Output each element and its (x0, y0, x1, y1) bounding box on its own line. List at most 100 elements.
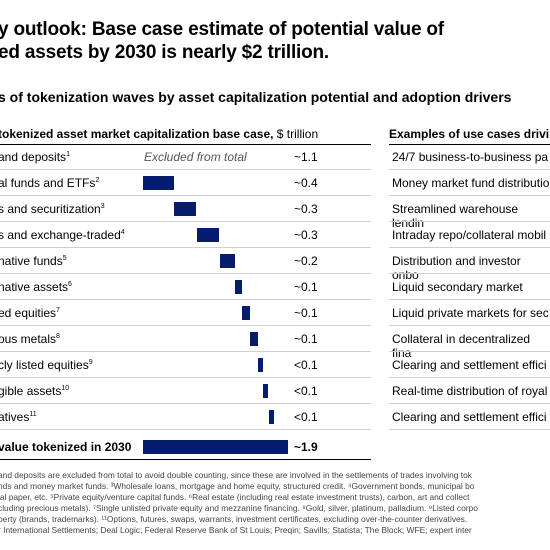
row-label-text: native assets (0, 280, 69, 294)
footnote-marker: 11 (29, 411, 37, 418)
waterfall-bar (268, 410, 274, 424)
use-case-text: Clearing and settlement effici (392, 358, 547, 372)
waterfall-bar (263, 384, 269, 398)
row-label-text: gible assets (0, 384, 62, 398)
row-divider (0, 299, 371, 300)
row-label: native assets6 (0, 280, 72, 294)
row-value-label: ~0.3 (294, 202, 318, 216)
use-case-divider (389, 273, 550, 274)
row-divider (0, 221, 371, 222)
waterfall-bar (143, 176, 174, 190)
footnote-marker: 9 (88, 359, 93, 366)
footnote-marker: 6 (68, 281, 72, 288)
row-divider (0, 403, 371, 404)
row-value-label: ~0.1 (294, 332, 318, 346)
title-line-1: y outlook: Base case estimate of potenti… (0, 19, 444, 40)
use-case-text: Collateral in decentralized fina (392, 332, 531, 360)
excluded-from-total-label: Excluded from total (144, 150, 247, 164)
row-label: s and securitization3 (0, 202, 105, 216)
row-value-label: <0.1 (294, 384, 318, 398)
row-divider (0, 273, 371, 274)
use-case-text: Distribution and investor onbo (392, 254, 521, 282)
row-value-label: <0.1 (294, 358, 318, 372)
row-label: native funds5 (0, 254, 67, 268)
footnote-line: nds and money market funds. ³Wholesale l… (0, 481, 475, 491)
row-label: cly listed equities9 (0, 358, 93, 372)
row-value-label: ~0.4 (294, 176, 318, 190)
right-column-header: Examples of use cases drivi (389, 127, 550, 141)
use-case-divider (389, 169, 550, 170)
use-case-text: Intraday repo/collateral mobil (392, 228, 547, 242)
row-divider (0, 247, 371, 248)
row-divider (0, 169, 371, 170)
use-case-divider (389, 403, 550, 404)
row-label: al funds and ETFs2 (0, 176, 99, 190)
row-label-text: and deposits (0, 150, 67, 164)
footnote-marker: 3 (100, 203, 105, 210)
total-label: value tokenized in 2030 (0, 440, 132, 454)
use-case-text: Liquid secondary market (392, 280, 523, 294)
row-label: s and exchange-traded4 (0, 228, 125, 242)
row-label-text: s and exchange-traded (0, 228, 121, 242)
use-case-divider (389, 429, 550, 430)
row-label: and deposits1 (0, 150, 70, 164)
use-case-divider (389, 195, 550, 196)
row-label-text: ous metals (0, 332, 57, 346)
footnote-line: r International Settlements; Deal Logic;… (0, 525, 472, 535)
waterfall-bar (242, 306, 251, 320)
row-divider (0, 377, 371, 378)
use-case-divider (389, 299, 550, 300)
footnote-line: and deposits are excluded from total to … (0, 470, 472, 480)
footnote-marker: 7 (56, 307, 60, 314)
row-label-text: atives (0, 410, 30, 424)
row-label-text: s and securitization (0, 202, 101, 216)
waterfall-bar (173, 202, 197, 216)
total-bar (143, 440, 289, 454)
use-case-text: Real-time distribution of royal (392, 384, 548, 398)
row-divider (0, 325, 371, 326)
row-value-label: ~1.1 (294, 150, 318, 164)
chart-subtitle: s of tokenization waves by asset capital… (0, 89, 512, 105)
use-case-divider (389, 325, 550, 326)
use-case-text: Clearing and settlement effici (392, 410, 547, 424)
row-label: atives11 (0, 410, 37, 424)
total-rule (0, 459, 371, 460)
left-column-header: tokenized asset market capitalization ba… (0, 127, 318, 141)
row-value-label: ~0.2 (294, 254, 318, 268)
use-case-divider (389, 247, 550, 248)
left-header-unit: $ trillion (273, 127, 319, 141)
left-header-rule (0, 144, 371, 145)
footnote-marker: 5 (62, 255, 67, 262)
use-case-text: Liquid private markets for sec (392, 306, 549, 320)
row-divider (0, 195, 371, 196)
row-label-text: ed equities (0, 306, 57, 320)
footnote-marker: 10 (61, 385, 70, 392)
use-case-divider (389, 351, 550, 352)
footnote-marker: 4 (120, 229, 125, 236)
footnote-line: cluding precious metals). ⁷Single unlist… (0, 503, 478, 513)
row-value-label: ~0.1 (294, 306, 318, 320)
total-value-label: ~1.9 (294, 440, 318, 454)
row-label: ed equities7 (0, 306, 60, 320)
row-divider (0, 429, 371, 430)
row-label: gible assets10 (0, 384, 69, 398)
row-label-text: al funds and ETFs (0, 176, 96, 190)
chart-title: y outlook: Base case estimate of potenti… (0, 18, 444, 64)
waterfall-bar (219, 254, 235, 268)
right-header-rule (389, 144, 550, 145)
use-case-text: Streamlined warehouse lendin (392, 202, 519, 230)
row-value-label: <0.1 (294, 410, 318, 424)
row-value-label: ~0.3 (294, 228, 318, 242)
footnote-line: perty (brands, trademarks). ¹¹Options, f… (0, 514, 468, 524)
left-header-bold: tokenized asset market capitalization ba… (0, 127, 274, 141)
use-case-text: 24/7 business-to-business pa (392, 150, 549, 164)
row-label-text: cly listed equities (0, 358, 89, 372)
waterfall-bar (250, 332, 258, 346)
row-divider (0, 351, 371, 352)
row-value-label: ~0.1 (294, 280, 318, 294)
footnote-marker: 8 (56, 333, 60, 340)
use-case-divider (389, 377, 550, 378)
title-line-2: ed assets by 2030 is nearly $2 trillion. (0, 42, 330, 63)
row-label: ous metals8 (0, 332, 60, 346)
waterfall-bar (196, 228, 220, 242)
